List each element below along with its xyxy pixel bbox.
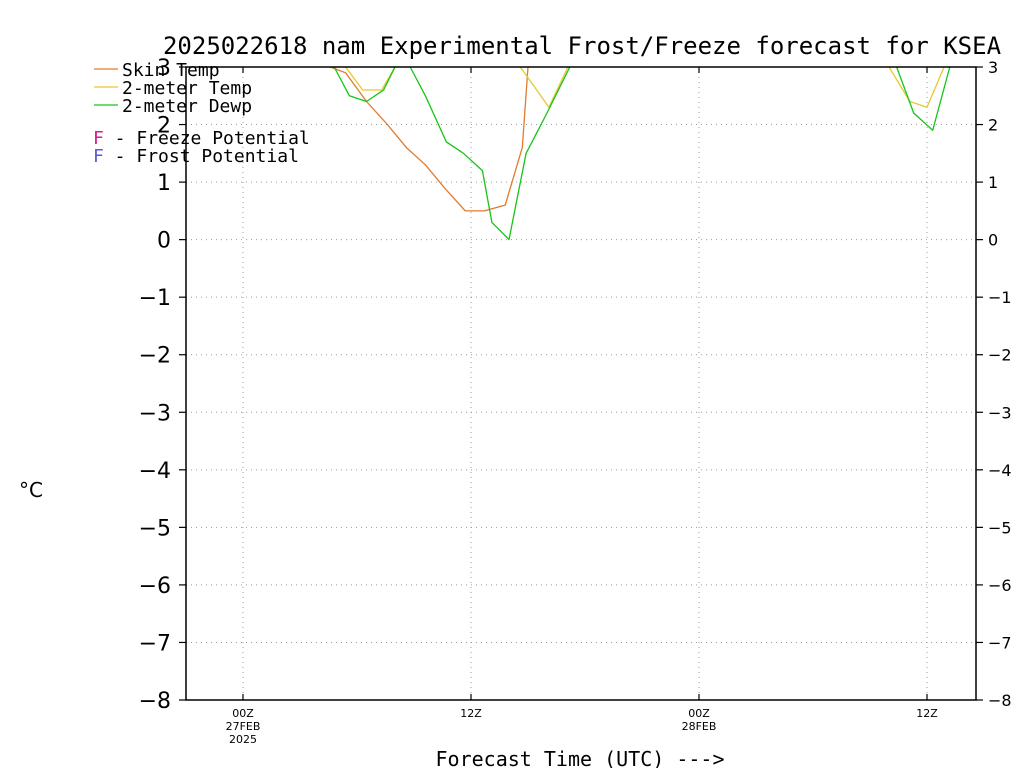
series-line-2-meter-temp xyxy=(345,66,396,91)
y-tick-label: −5 xyxy=(139,516,171,541)
annotation-prefix: F xyxy=(93,146,104,167)
y-tick-label-right: −7 xyxy=(988,633,1012,652)
y-tick-label-right: −8 xyxy=(988,691,1012,710)
y-tick-label: −2 xyxy=(139,344,171,369)
annotation-prefix: F xyxy=(93,128,104,149)
x-tick-label: 12Z xyxy=(916,707,938,720)
x-tick-label: 12Z xyxy=(460,707,482,720)
y-tick-label: 2 xyxy=(157,114,171,139)
y-tick-label-right: −1 xyxy=(988,288,1012,307)
x-tick-label: 28FEB xyxy=(682,720,717,733)
grid xyxy=(186,67,976,700)
y-tick-label-right: −3 xyxy=(988,403,1012,422)
y-tick-label-right: −2 xyxy=(988,346,1012,365)
series-line-2-meter-dewp xyxy=(333,66,396,103)
y-tick-label: −4 xyxy=(139,459,171,484)
annotation-text: - Frost Potential xyxy=(104,146,299,167)
series-lines xyxy=(330,66,951,241)
legend-label: 2-meter Dewp xyxy=(122,96,252,117)
y-tick-label: 0 xyxy=(157,229,171,254)
y-tick-label-right: −6 xyxy=(988,576,1012,595)
x-axis: 00Z27FEB202512Z00Z28FEB12Z00Z1MAR12Z00Z2… xyxy=(226,67,938,746)
x-tick-label: 2025 xyxy=(229,733,257,746)
y-tick-label-right: −5 xyxy=(988,518,1012,537)
y-tick-label: 3 xyxy=(157,56,171,81)
y-tick-label: 1 xyxy=(157,171,171,196)
plot-frame xyxy=(185,66,977,701)
y-tick-label-right: 0 xyxy=(988,231,998,250)
y-tick-label: −1 xyxy=(139,286,171,311)
x-tick-label: 00Z xyxy=(688,707,710,720)
annotation-text: - Freeze Potential xyxy=(104,128,310,149)
y-tick-label-right: 1 xyxy=(988,173,998,192)
y-axis: −8 −8 −7 −7 −6 −6 −5 −5 −4 −4 −3 −3 −2 −2 −1 −1 0 0 1 1 2 2 3 3 xyxy=(139,56,1012,714)
y-tick-label: −7 xyxy=(139,631,171,656)
series-line-skin-temp xyxy=(330,66,529,212)
y-tick-label: −8 xyxy=(139,689,171,714)
y-tick-label: −6 xyxy=(139,574,171,599)
series-line-2-meter-temp xyxy=(519,66,569,108)
chart-title: 2025022618 nam Experimental Frost/Freeze… xyxy=(163,32,1002,60)
series-line-2-meter-dewp xyxy=(895,66,951,131)
x-tick-label: 00Z xyxy=(232,707,254,720)
legend-label: 2-meter Temp xyxy=(122,78,252,99)
y-tick-label-right: −4 xyxy=(988,461,1012,480)
x-axis-label: Forecast Time (UTC) ---> xyxy=(436,747,725,768)
legend-annotation: F - Frost Potential xyxy=(93,146,299,167)
y-axis-label: °C xyxy=(19,478,43,502)
legend-annotation: F - Freeze Potential xyxy=(93,128,310,149)
series-line-2-meter-dewp xyxy=(409,66,571,241)
y-tick-label-right: 3 xyxy=(988,58,998,77)
x-tick-label: 27FEB xyxy=(226,720,261,733)
y-tick-label-right: 2 xyxy=(988,116,998,135)
y-tick-label: −3 xyxy=(139,401,171,426)
series-line-2-meter-temp xyxy=(888,66,945,108)
legend-label: Skin Temp xyxy=(122,60,220,81)
